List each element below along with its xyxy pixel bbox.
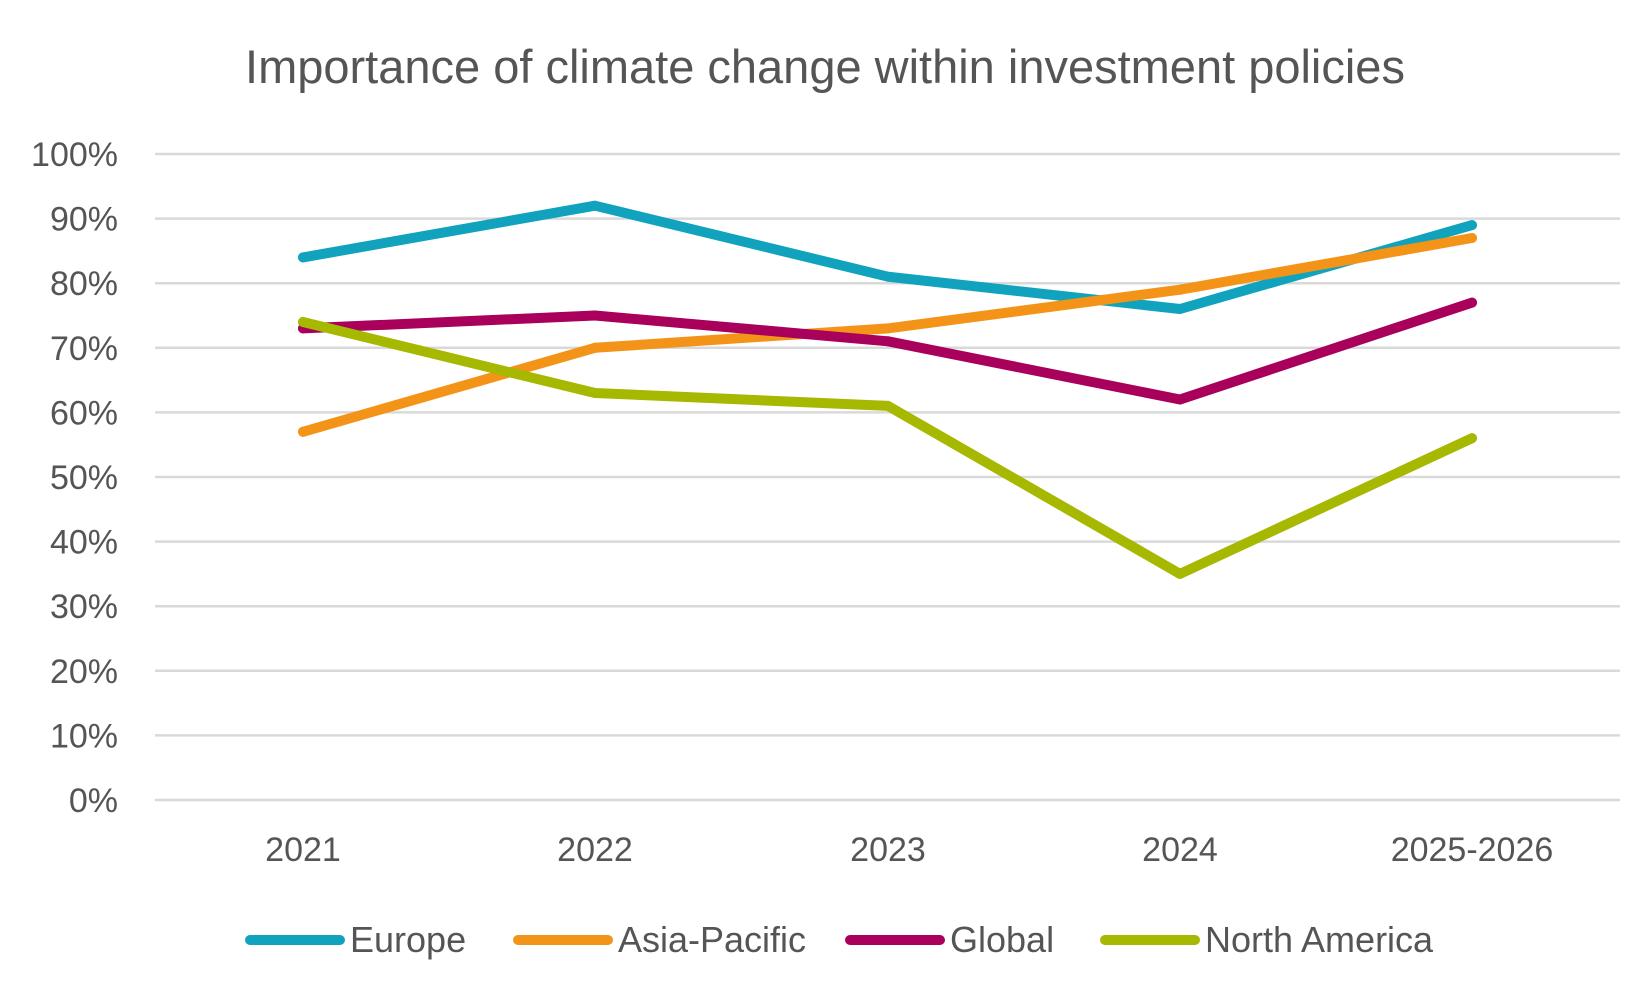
y-tick-label: 80% <box>50 265 118 303</box>
y-tick-label: 10% <box>50 717 118 755</box>
x-tick-label: 2024 <box>1142 831 1218 869</box>
data-point-global <box>1175 394 1185 405</box>
x-tick-label: 2021 <box>265 831 341 869</box>
data-point-north-america <box>298 317 308 327</box>
data-point-europe <box>590 200 600 211</box>
series-lines <box>298 200 1477 579</box>
data-point-asia-pacific <box>1467 233 1477 243</box>
data-point-north-america <box>883 400 893 411</box>
y-tick-label: 70% <box>50 330 118 368</box>
data-point-north-america <box>590 388 600 398</box>
y-tick-label: 0% <box>69 782 118 820</box>
x-tick-label: 2022 <box>557 831 633 869</box>
legend: Europe Asia-Pacific Global North America <box>245 919 1434 960</box>
data-point-north-america <box>1467 433 1477 444</box>
y-axis-tick-labels: 0% 10% 20% 30% 40% 50% 60% 70% 80% 90% 100% <box>31 136 118 820</box>
y-tick-label: 60% <box>50 394 118 432</box>
y-tick-label: 40% <box>50 524 118 562</box>
data-point-europe <box>1467 220 1477 231</box>
data-point-asia-pacific <box>1175 284 1185 295</box>
series-line-europe <box>298 200 1477 314</box>
legend-label: North America <box>1205 919 1434 960</box>
x-tick-label: 2025-2026 <box>1391 831 1554 869</box>
data-point-europe <box>1175 304 1185 314</box>
data-point-global <box>1467 297 1477 308</box>
y-tick-label: 30% <box>50 588 118 626</box>
x-axis-tick-labels: 2021 2022 2023 2024 2025-2026 <box>265 831 1553 869</box>
legend-label: Global <box>950 919 1054 960</box>
data-point-north-america <box>1175 568 1185 579</box>
data-point-asia-pacific <box>883 323 893 334</box>
y-tick-label: 50% <box>50 459 118 497</box>
data-point-europe <box>298 252 308 263</box>
data-point-asia-pacific <box>590 342 600 353</box>
data-point-asia-pacific <box>298 426 308 437</box>
y-tick-label: 100% <box>31 136 118 174</box>
legend-label: Asia-Pacific <box>618 919 806 960</box>
legend-label: Europe <box>350 919 466 960</box>
x-tick-label: 2023 <box>850 831 926 869</box>
data-point-global <box>883 336 893 347</box>
y-tick-label: 20% <box>50 653 118 691</box>
data-point-europe <box>883 271 893 282</box>
y-tick-label: 90% <box>50 201 118 239</box>
gridlines <box>155 152 1620 802</box>
chart-title: Importance of climate change within inve… <box>245 40 1405 93</box>
data-point-global <box>590 310 600 321</box>
